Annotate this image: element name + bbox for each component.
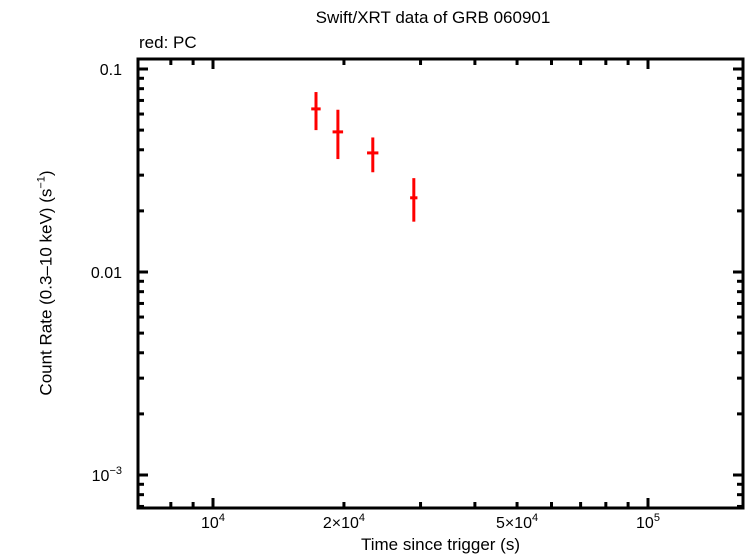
legend-note: red: PC (139, 33, 197, 52)
svg-text:2×104: 2×104 (323, 512, 365, 532)
tick-labels: 104 2×104 5×104 105 0.1 0.01 10−3 (91, 62, 660, 532)
svg-text:104: 104 (201, 512, 225, 532)
svg-text:105: 105 (636, 512, 660, 532)
svg-text:0.1: 0.1 (100, 62, 122, 79)
data-points (311, 92, 418, 222)
data-point (311, 92, 321, 131)
svg-text:10−3: 10−3 (92, 465, 122, 485)
data-point (332, 109, 344, 160)
axis-ticks (138, 59, 743, 508)
data-point (367, 137, 379, 173)
x-axis-label: Time since trigger (s) (360, 535, 520, 554)
data-point (410, 178, 418, 222)
chart-title: Swift/XRT data of GRB 060901 (315, 8, 551, 27)
svg-text:5×104: 5×104 (496, 512, 538, 532)
plot-frame (136, 57, 745, 510)
svg-text:0.01: 0.01 (91, 265, 122, 282)
